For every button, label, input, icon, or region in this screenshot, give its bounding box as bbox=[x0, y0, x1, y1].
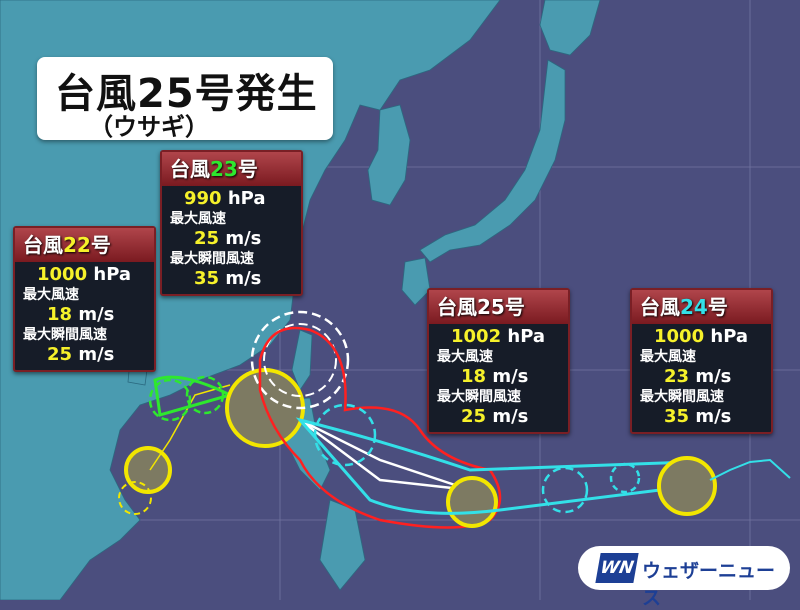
typhoon-25-info: 台風25号 1002 hPa 最大風速 18 m/s 最大瞬間風速 25 m/s bbox=[427, 288, 570, 434]
typhoon-25-track bbox=[250, 310, 502, 529]
land-philippines-south bbox=[319, 499, 366, 591]
max-gust-value: 25 bbox=[461, 406, 487, 427]
pressure-value: 1000 bbox=[37, 264, 88, 285]
land-china bbox=[0, 0, 501, 600]
title-box: 台風25号発生 （ウサギ） bbox=[37, 57, 333, 141]
weathernews-logo: WN ウェザーニュース bbox=[578, 546, 790, 609]
land-honshu bbox=[419, 59, 566, 263]
max-wind-value: 25 bbox=[194, 228, 220, 249]
land-kyushu bbox=[401, 257, 431, 306]
max-gust-value: 25 bbox=[47, 344, 73, 365]
typhoon-24-track bbox=[295, 403, 791, 516]
typhoon-23-header: 台風23号 bbox=[162, 152, 301, 186]
land-hokkaido bbox=[539, 0, 601, 56]
forecast-circle bbox=[118, 481, 152, 515]
pressure-value: 1002 bbox=[451, 326, 502, 347]
typhoon-25-header: 台風25号 bbox=[429, 290, 568, 324]
typhoon-24-info: 台風24号 1000 hPa 最大風速 23 m/s 最大瞬間風速 35 m/s bbox=[630, 288, 773, 434]
pressure-value: 1000 bbox=[654, 326, 705, 347]
logo-text: ウェザーニュース bbox=[642, 560, 776, 609]
max-wind-value: 23 bbox=[664, 366, 690, 387]
typhoon-name: （ウサギ） bbox=[89, 113, 209, 141]
max-gust-value: 35 bbox=[664, 406, 690, 427]
max-wind-value: 18 bbox=[461, 366, 487, 387]
typhoon-24-header: 台風24号 bbox=[632, 290, 771, 324]
land-taiwan bbox=[291, 329, 313, 391]
typhoon-22-header: 台風22号 bbox=[15, 228, 154, 262]
storm-circle bbox=[657, 456, 717, 516]
max-gust-value: 35 bbox=[194, 268, 220, 289]
page-title: 台風25号発生 bbox=[55, 71, 318, 117]
max-wind-value: 18 bbox=[47, 304, 73, 325]
typhoon-23-info: 台風23号 990 hPa 最大風速 25 m/s 最大瞬間風速 35 m/s bbox=[160, 150, 303, 296]
land bbox=[0, 0, 601, 600]
land-korea bbox=[367, 104, 411, 206]
pressure-value: 990 bbox=[184, 188, 222, 209]
typhoon-22-track bbox=[118, 384, 231, 515]
wn-logo-icon: WN bbox=[595, 553, 639, 583]
storm-circle bbox=[124, 446, 172, 494]
storm-circle bbox=[446, 476, 498, 528]
typhoon-22-info: 台風22号 1000 hPa 最大風速 18 m/s 最大瞬間風速 25 m/s bbox=[13, 226, 156, 372]
